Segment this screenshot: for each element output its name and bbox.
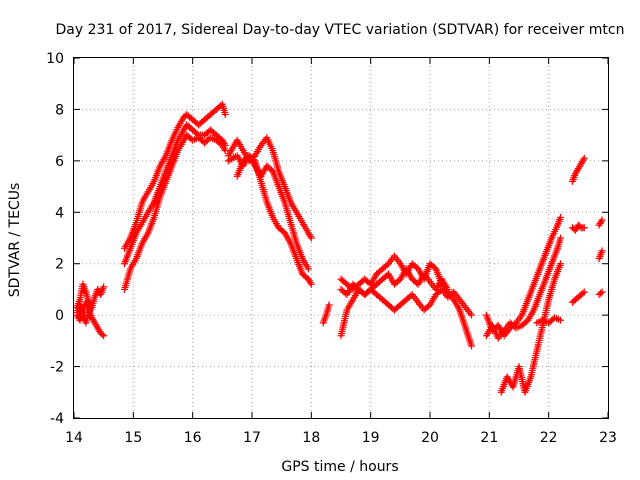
- data-point: [221, 147, 229, 155]
- axis-ticks: 14 15 16 17 18 19 20 21 22 23 -4 -2 0 2 4 6 8 10: [46, 51, 617, 446]
- data-point: [444, 285, 452, 293]
- data-point: [598, 247, 606, 255]
- x-tick-label: 19: [362, 430, 380, 446]
- data-point: [87, 305, 95, 313]
- data-point: [597, 289, 605, 297]
- data-point: [468, 342, 476, 350]
- data-point: [307, 234, 315, 242]
- data-point: [598, 216, 606, 224]
- series-track-c: [73, 301, 96, 327]
- data-point: [306, 279, 314, 287]
- grid-lines: [74, 58, 608, 418]
- series-track-e: [120, 121, 229, 268]
- series-track-p: [497, 260, 565, 396]
- series-track-r: [568, 154, 588, 185]
- series-track-m: [337, 265, 452, 299]
- data-point: [448, 289, 456, 297]
- plot-frame: [73, 57, 609, 419]
- data-point: [304, 265, 312, 273]
- data-point: [88, 303, 96, 311]
- y-axis-label: SDTVAR / TECUs: [7, 183, 23, 298]
- data-point: [100, 332, 108, 340]
- x-tick-label: 16: [184, 430, 202, 446]
- data-point: [579, 156, 587, 164]
- y-tick-label: 0: [55, 308, 64, 324]
- y-tick-label: 4: [55, 205, 64, 221]
- series-track-d: [120, 100, 229, 252]
- series-track-w: [595, 288, 606, 299]
- data-point: [221, 111, 229, 119]
- data-point: [580, 224, 588, 232]
- data-point: [598, 288, 606, 296]
- series-track-l: [337, 285, 476, 340]
- data-point: [468, 311, 476, 319]
- chart-title: Day 231 of 2017, Sidereal Day-to-day VTE…: [56, 22, 625, 38]
- data-point: [557, 213, 565, 221]
- data-point: [325, 301, 333, 309]
- y-tick-label: 8: [55, 102, 64, 118]
- x-tick-label: 23: [599, 430, 617, 446]
- data-point: [580, 154, 588, 162]
- series-track-u: [595, 216, 606, 229]
- series-track-q: [533, 314, 565, 327]
- series-track-v: [595, 247, 606, 263]
- data-point: [98, 330, 106, 338]
- series-track-f: [120, 131, 229, 293]
- data-point: [597, 218, 605, 226]
- y-tick-label: 6: [55, 154, 64, 170]
- y-tick-label: 2: [55, 257, 64, 273]
- data-points: [73, 100, 606, 396]
- data-point: [557, 234, 565, 242]
- x-tick-label: 15: [124, 430, 142, 446]
- data-point: [579, 289, 587, 297]
- data-point: [100, 283, 108, 291]
- series-track-j: [319, 301, 333, 327]
- data-point: [436, 287, 444, 295]
- data-point: [576, 222, 584, 230]
- data-point: [407, 292, 415, 300]
- y-tick-label: -2: [50, 360, 64, 376]
- data-point: [557, 260, 565, 268]
- data-point: [220, 145, 228, 153]
- series-track-o: [482, 234, 565, 342]
- data-point: [557, 316, 565, 324]
- series-track-g: [224, 134, 315, 242]
- x-tick-label: 20: [421, 430, 439, 446]
- x-tick-label: 14: [65, 430, 83, 446]
- x-tick-label: 17: [243, 430, 261, 446]
- x-axis-label: GPS time / hours: [281, 459, 398, 475]
- y-tick-label: 10: [46, 51, 64, 67]
- series-track-i: [233, 152, 312, 273]
- x-tick-label: 21: [480, 430, 498, 446]
- series-track-s: [568, 221, 588, 234]
- series-track-t: [568, 288, 588, 306]
- x-tick-label: 22: [540, 430, 558, 446]
- series-track-b: [73, 298, 108, 340]
- data-point: [306, 232, 314, 240]
- x-tick-label: 18: [302, 430, 320, 446]
- data-point: [383, 261, 391, 269]
- y-tick-label: -4: [50, 411, 64, 427]
- data-point: [307, 280, 315, 288]
- data-point: [580, 288, 588, 296]
